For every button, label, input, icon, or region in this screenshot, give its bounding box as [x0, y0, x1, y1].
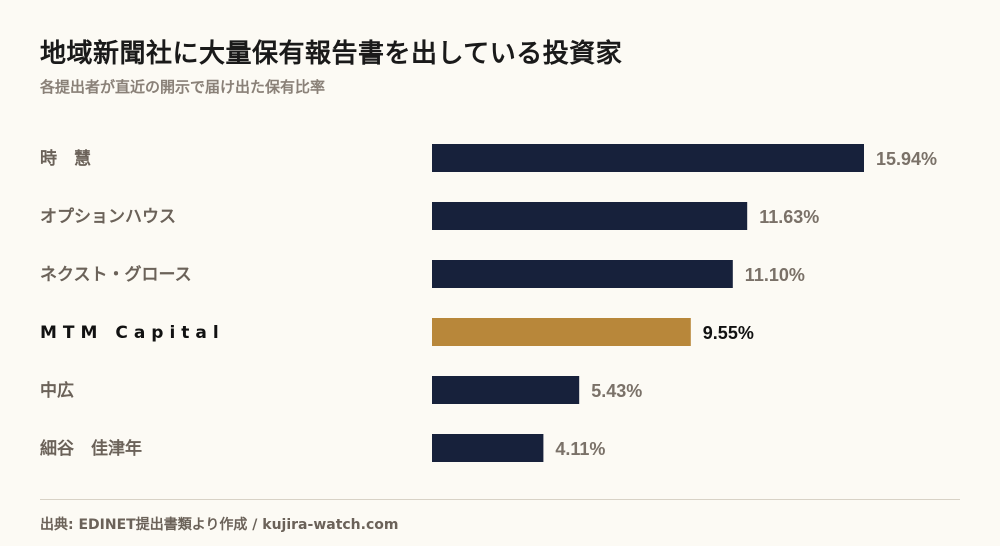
data-label: 11.63%	[759, 207, 819, 227]
bar-chart: 時 慧 15.94% オプションハウス 11.63% ネクスト・グロース 11.10% MT…	[40, 144, 937, 462]
data-label: 5.43%	[591, 381, 642, 401]
bar	[432, 434, 544, 462]
category-label: 中広	[40, 380, 74, 401]
bar	[432, 260, 733, 288]
data-label: 15.94%	[876, 149, 937, 169]
source-note: 出典: EDINET提出書類より作成 / kujira-watch.com	[40, 517, 399, 533]
category-label: オプションハウス	[40, 206, 176, 227]
data-label: 4.11%	[555, 439, 605, 459]
category-label: 時 慧	[40, 148, 91, 169]
category-label: MTM Capital	[40, 323, 225, 343]
data-label: 9.55%	[703, 323, 754, 343]
chart-title: 地域新聞社に大量保有報告書を出している投資家	[40, 39, 623, 69]
bar	[432, 376, 580, 404]
bar	[432, 144, 864, 172]
footer-divider	[40, 499, 960, 500]
bar	[432, 318, 691, 346]
chart-subtitle: 各提出者が直近の開示で届け出た保有比率	[40, 78, 326, 96]
data-label: 11.10%	[745, 265, 805, 285]
category-label: 細谷 佳津年	[40, 438, 142, 459]
category-label: ネクスト・グロース	[40, 264, 192, 285]
bar	[432, 202, 748, 230]
